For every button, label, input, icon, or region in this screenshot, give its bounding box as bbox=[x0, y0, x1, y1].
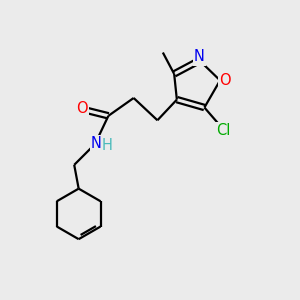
Text: N: N bbox=[91, 136, 102, 151]
Text: Cl: Cl bbox=[216, 123, 230, 138]
Text: O: O bbox=[76, 100, 88, 116]
Text: H: H bbox=[102, 138, 113, 153]
Text: N: N bbox=[194, 50, 205, 64]
Text: O: O bbox=[220, 74, 231, 88]
